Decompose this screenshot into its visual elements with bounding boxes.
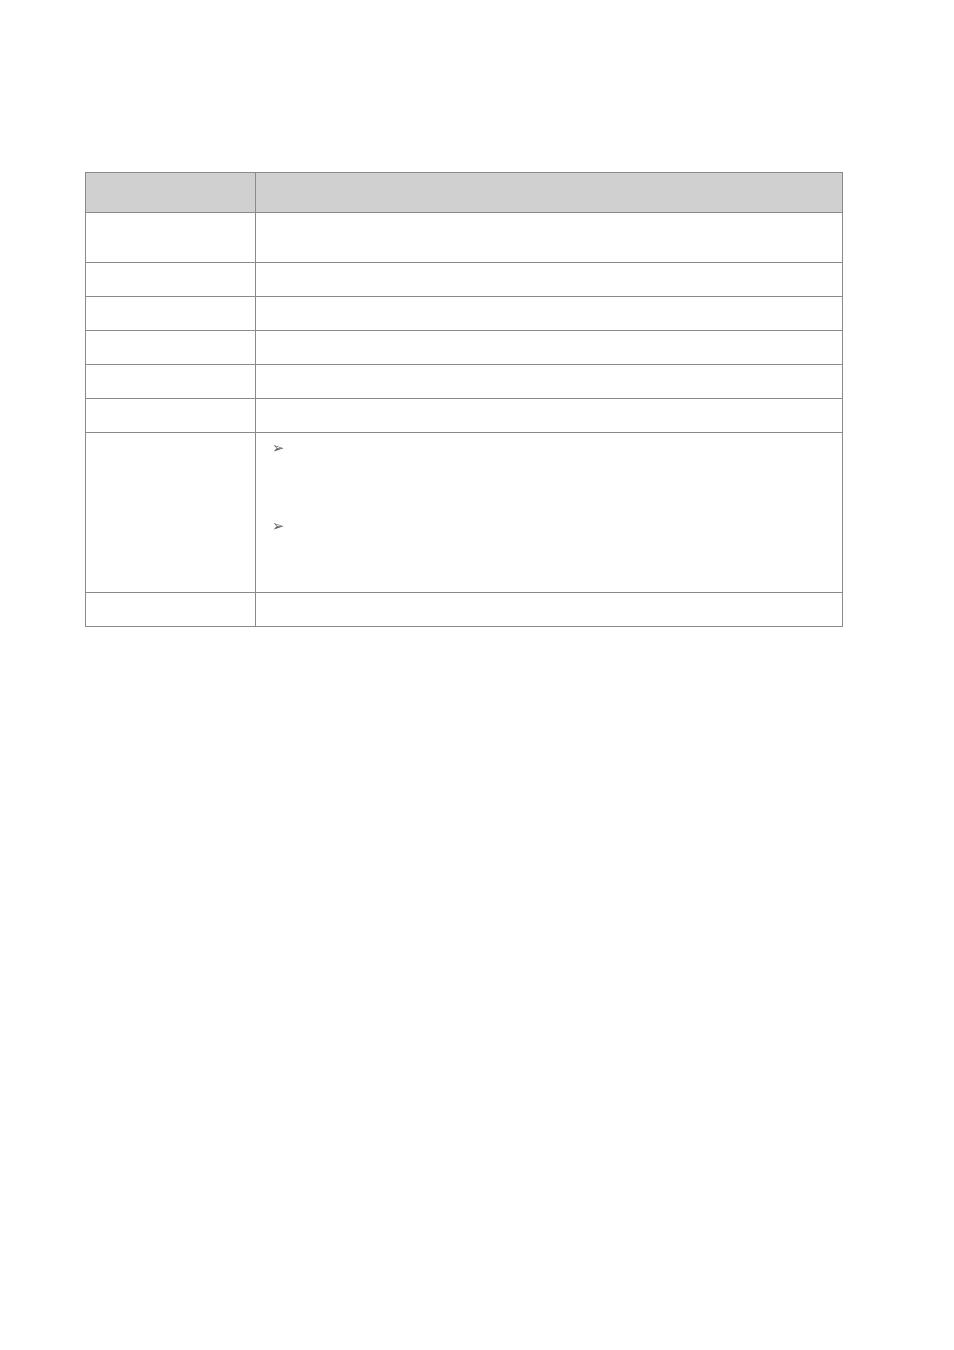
bullet-item: ➢ (270, 441, 830, 489)
row-1-value (256, 263, 843, 297)
table-row (86, 263, 843, 297)
row-3-value (256, 331, 843, 365)
row-4-value (256, 365, 843, 399)
table-row (86, 593, 843, 627)
table-row (86, 399, 843, 433)
chevron-right-icon: ➢ (270, 441, 286, 458)
row-4-label (86, 365, 256, 399)
table-row (86, 331, 843, 365)
row-5-value (256, 399, 843, 433)
row-3-label (86, 331, 256, 365)
table-row (86, 365, 843, 399)
spec-table: ➢ ➢ (85, 172, 843, 627)
row-7-value (256, 593, 843, 627)
row-6-label (86, 433, 256, 593)
row-2-value (256, 297, 843, 331)
table-header-value (256, 173, 843, 213)
table-header-row (86, 173, 843, 213)
row-1-label (86, 263, 256, 297)
chevron-right-icon: ➢ (270, 519, 286, 536)
table-row (86, 297, 843, 331)
row-0-label (86, 213, 256, 263)
row-2-label (86, 297, 256, 331)
table-row (86, 213, 843, 263)
row-0-value (256, 213, 843, 263)
bullet-1-text (296, 519, 830, 567)
row-7-label (86, 593, 256, 627)
bullet-0-text (296, 441, 830, 489)
bullet-item: ➢ (270, 519, 830, 567)
bullet-list: ➢ ➢ (270, 441, 830, 567)
row-6-value: ➢ ➢ (256, 433, 843, 593)
content-area: ➢ ➢ (85, 172, 843, 627)
table-row: ➢ ➢ (86, 433, 843, 593)
row-5-label (86, 399, 256, 433)
table-header-parameter (86, 173, 256, 213)
